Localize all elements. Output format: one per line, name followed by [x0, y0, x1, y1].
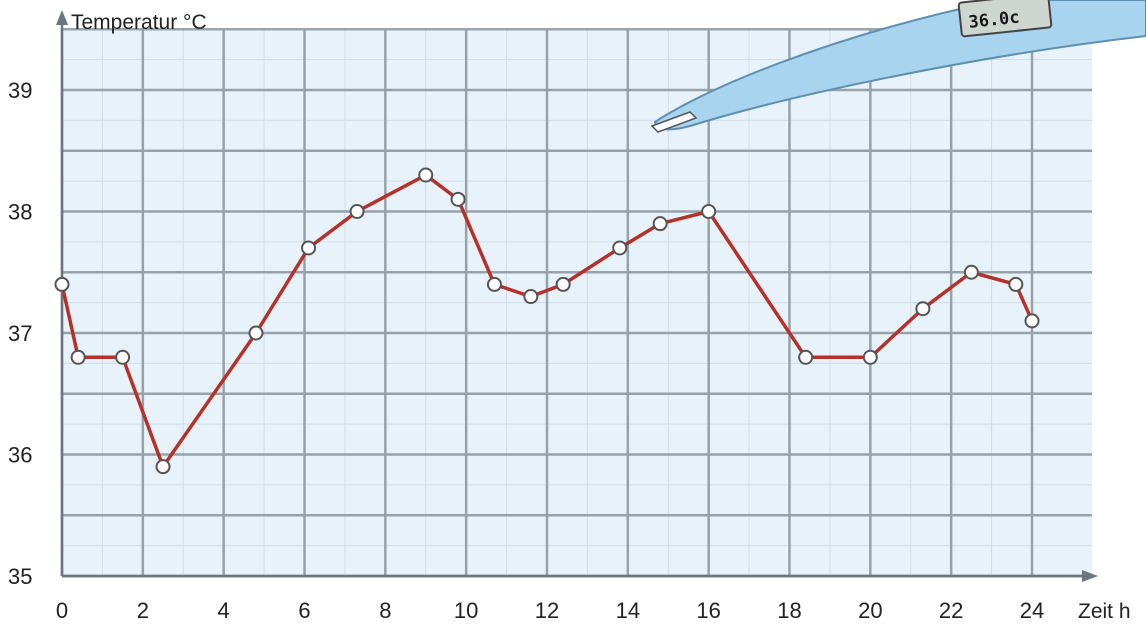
data-point — [612, 240, 628, 256]
x-tick-label: 6 — [298, 598, 310, 623]
x-tick-label: 16 — [696, 598, 720, 623]
y-tick-label: 36 — [8, 443, 32, 468]
x-axis-arrow — [1082, 570, 1098, 582]
y-axis-label: Temperatur °C — [71, 11, 207, 34]
data-point — [523, 289, 539, 305]
x-tick-labels: 0 2 4 6 8 10 12 14 16 18 20 22 24 — [56, 598, 1044, 623]
x-tick-label: 12 — [535, 598, 559, 623]
x-tick-label: 4 — [218, 598, 230, 623]
data-point — [248, 325, 264, 341]
data-point — [1024, 313, 1040, 329]
x-tick-label: 18 — [777, 598, 801, 623]
axes — [56, 10, 1098, 582]
x-tick-label: 0 — [56, 598, 68, 623]
x-tick-label: 24 — [1020, 598, 1044, 623]
data-point — [349, 204, 365, 219]
data-point — [155, 459, 171, 475]
data-point — [450, 191, 466, 207]
data-points — [54, 167, 1040, 475]
data-point — [555, 276, 571, 292]
data-point — [301, 240, 317, 256]
data-point — [652, 216, 668, 232]
data-point — [54, 276, 70, 292]
data-point — [915, 301, 931, 317]
x-axis-label: Zeit h — [1078, 600, 1131, 623]
data-point — [963, 264, 979, 280]
y-tick-label: 35 — [8, 564, 32, 589]
data-point — [1008, 276, 1024, 292]
x-tick-label: 8 — [379, 598, 391, 623]
y-tick-label: 37 — [8, 321, 32, 346]
data-point — [115, 349, 131, 365]
x-tick-label: 2 — [137, 598, 149, 623]
x-tick-label: 20 — [858, 598, 882, 623]
x-tick-label: 14 — [616, 598, 640, 623]
x-tick-label: 10 — [454, 598, 478, 623]
data-point — [418, 167, 434, 183]
data-point — [701, 204, 717, 219]
y-tick-labels: 35 36 37 38 39 — [8, 78, 32, 589]
y-axis-arrow — [56, 10, 68, 25]
data-point — [70, 349, 86, 365]
thermometer-icon: 36.0c — [650, 0, 1146, 133]
y-tick-label: 38 — [8, 200, 32, 225]
data-point — [798, 349, 814, 365]
data-point — [862, 349, 878, 365]
x-tick-label: 22 — [939, 598, 963, 623]
y-tick-label: 39 — [8, 78, 32, 103]
data-point — [486, 276, 502, 292]
